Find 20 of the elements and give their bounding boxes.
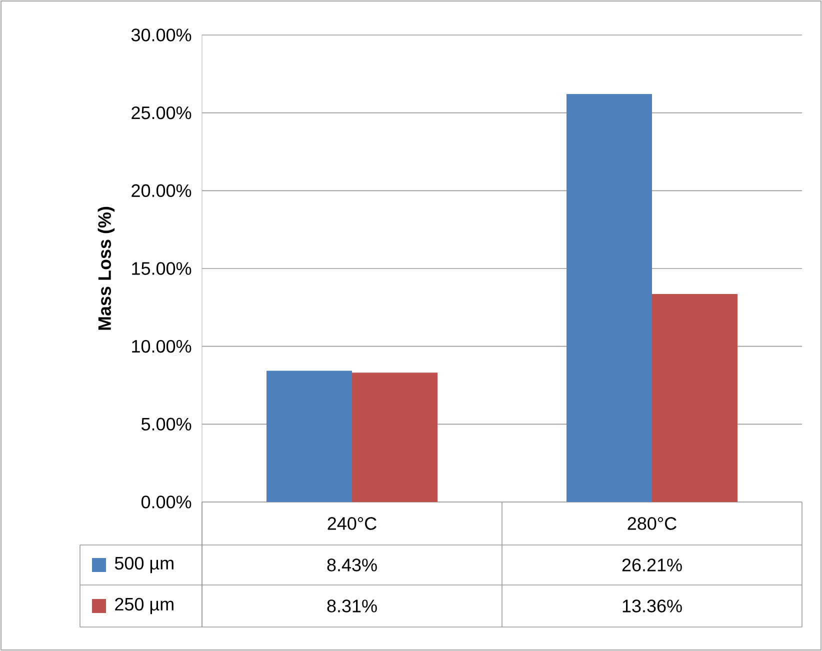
data-label: 13.36%	[622, 600, 682, 612]
bar	[352, 372, 438, 502]
y-tick-label: 15.00%	[132, 262, 192, 275]
x-tick-label: 240°C	[328, 517, 376, 530]
x-tick-label: 280°C	[628, 517, 676, 530]
bar	[266, 370, 352, 502]
legend-label: 250 µm	[115, 598, 174, 614]
y-tick-label: 30.00%	[131, 28, 192, 42]
y-tick-label: 25.00%	[132, 106, 192, 120]
y-tick-label: 10.00%	[132, 340, 192, 353]
legend-label: 500 µm	[114, 556, 174, 574]
data-label: 8.31%	[327, 600, 377, 612]
y-tick-label: 0.00%	[141, 496, 192, 508]
y-axis-title: Mass Loss (%)	[98, 206, 115, 330]
y-tick-label: 5.00%	[141, 418, 192, 431]
bar	[652, 294, 738, 502]
data-label: 26.21%	[622, 558, 682, 572]
data-label: 8.43%	[327, 558, 377, 572]
bar	[566, 94, 652, 502]
y-tick-label: 20.00%	[132, 184, 192, 198]
